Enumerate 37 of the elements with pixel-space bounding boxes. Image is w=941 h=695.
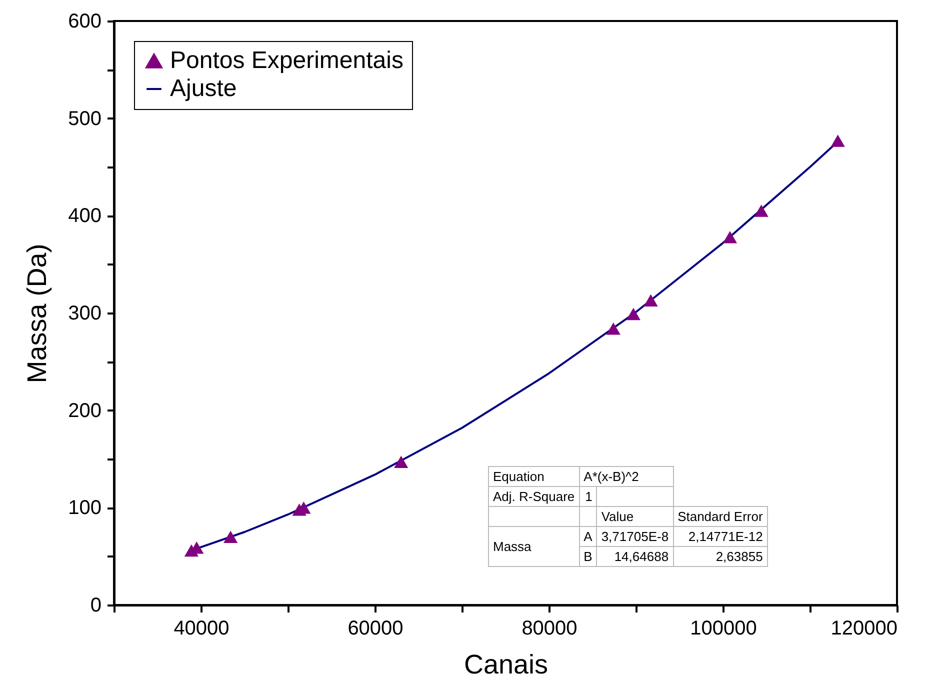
x-tick-label: 80000 [522,618,578,640]
y-tick-label: 100 [68,497,102,520]
annotation: Equation [488,466,580,486]
y-tick-label: 0 [90,594,102,616]
y-tick-label: 500 [68,108,102,130]
legend-label: Pontos Experimentais [170,47,404,74]
annotation: Adj. R-Square [488,486,580,506]
annotation: B [579,546,597,566]
point [394,456,408,468]
x-tick-label: 100000 [690,618,757,640]
point [606,322,620,335]
annotation: 2,63855 [673,546,768,566]
point [830,134,845,147]
annotation: Massa [488,526,580,566]
annotation: 1 [579,486,597,506]
annotation: Value [596,506,674,526]
legend-label: Ajuste [170,75,237,102]
annotation: 2,14771E-12 [673,526,768,546]
y-tick-label: 200 [68,400,102,422]
point [644,294,658,306]
x-tick-label: 120000 [830,618,898,640]
annotation: A*(x-B)^2 [579,466,674,486]
y-tick-label: 600 [68,10,102,32]
annotation: A [579,526,597,546]
annotation: 3,71705E-8 [596,526,674,546]
point [224,530,238,543]
annotation: Standard Error [673,506,768,526]
point [754,204,768,217]
y-axis-title: Massa (Da) [22,244,52,384]
x-tick-label: 40000 [174,618,230,640]
x-axis-title: Canais [464,650,548,680]
annotation: 14,64688 [596,546,674,566]
y-tick-label: 400 [68,205,102,228]
x-tick-label: 60000 [348,618,404,640]
y-tick-label: 300 [68,302,102,324]
point [626,308,640,320]
point [722,230,738,244]
